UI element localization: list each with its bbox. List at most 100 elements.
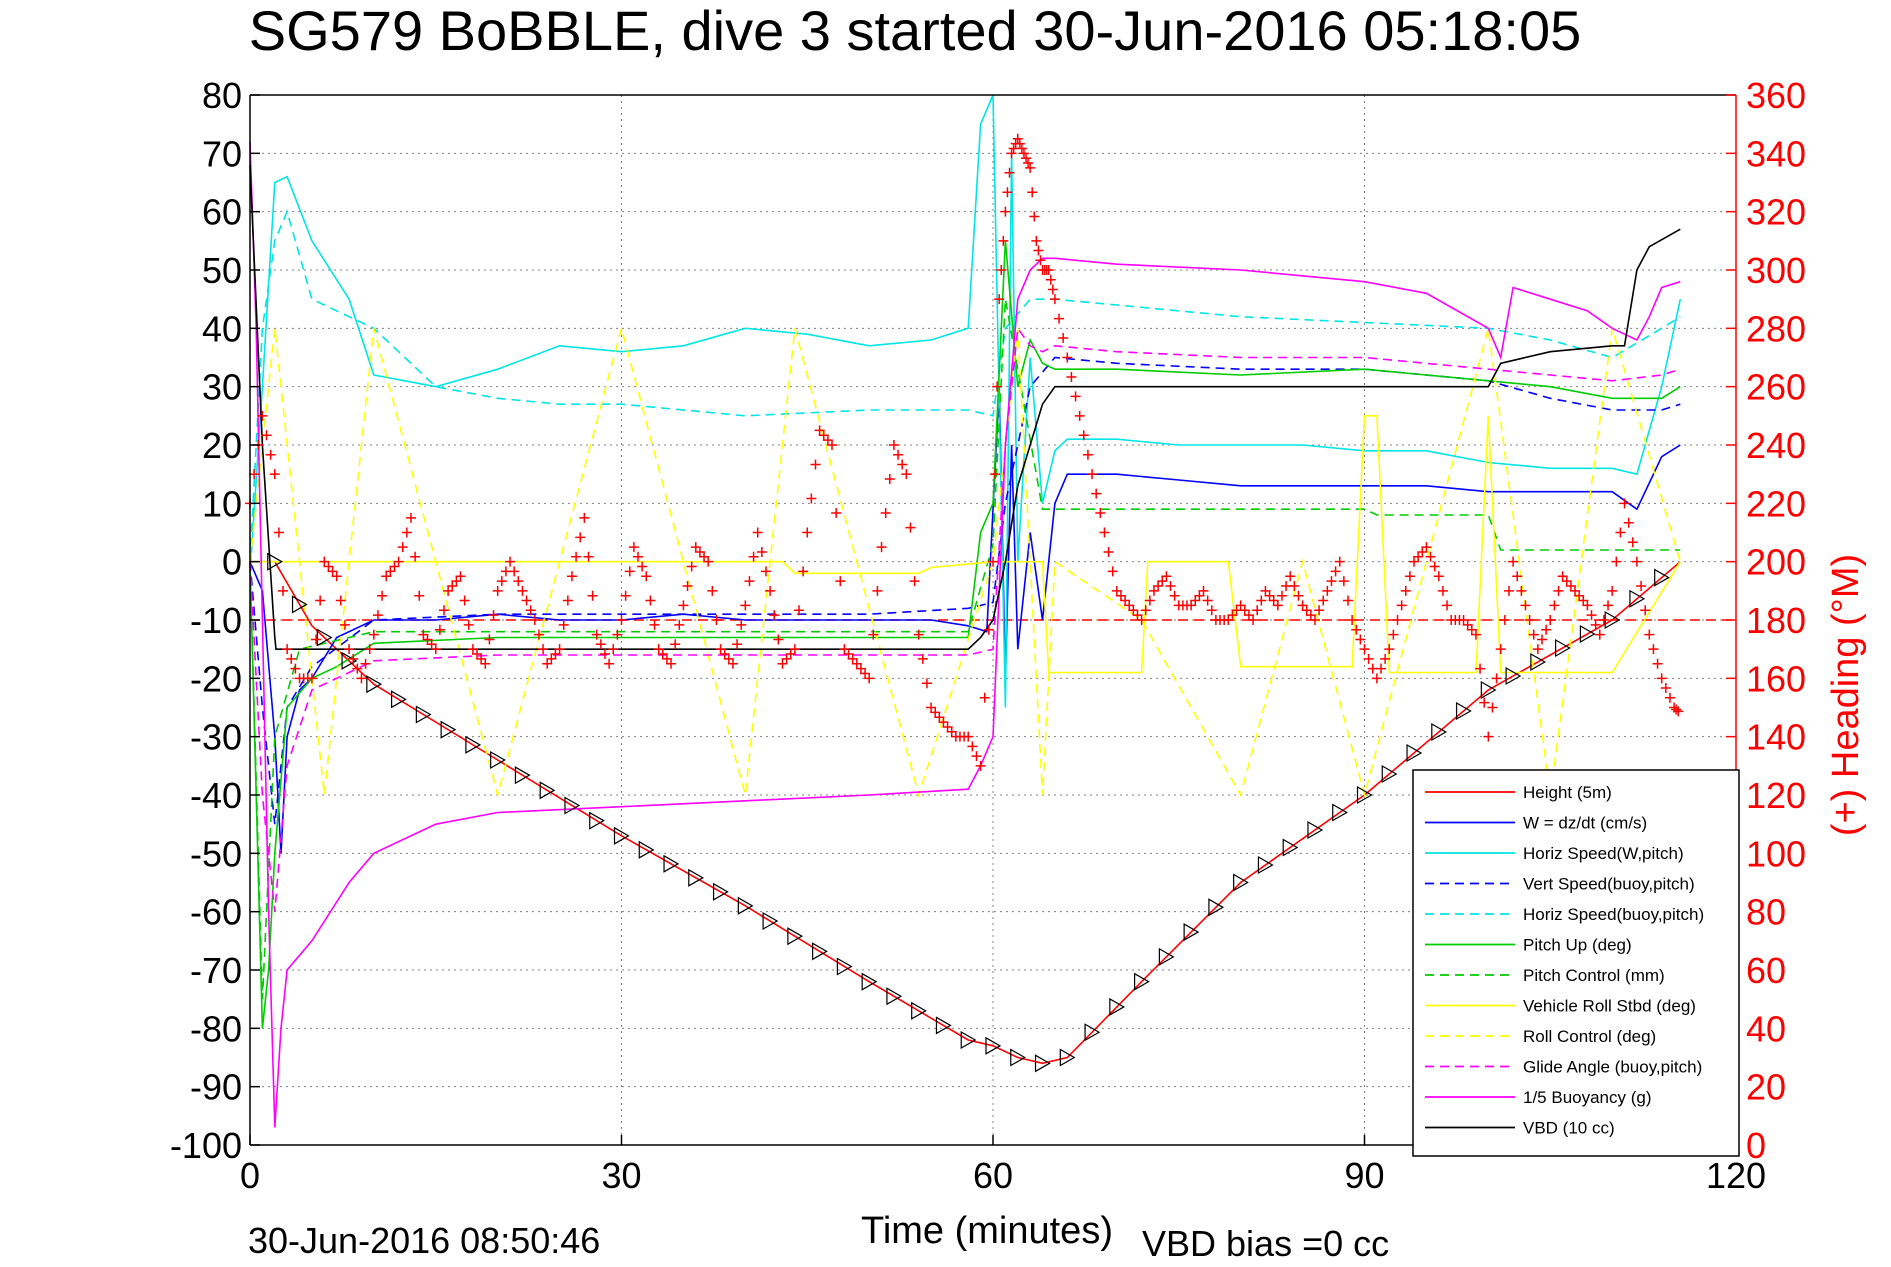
heading-point bbox=[1014, 138, 1025, 149]
heading-point bbox=[273, 527, 284, 538]
heading-point bbox=[1107, 566, 1118, 577]
heading-point bbox=[323, 561, 334, 572]
heading-point bbox=[1363, 653, 1374, 664]
heading-point bbox=[1532, 644, 1543, 655]
heading-point bbox=[1016, 143, 1027, 154]
heading-point bbox=[690, 542, 701, 553]
heading-point bbox=[261, 430, 272, 441]
heading-point bbox=[1590, 619, 1601, 630]
heading-point bbox=[571, 551, 582, 562]
heading-point bbox=[513, 576, 524, 587]
heading-point bbox=[1161, 571, 1172, 582]
heading-point bbox=[467, 644, 478, 655]
height-marker bbox=[589, 811, 605, 830]
y2-tick-label: 360 bbox=[1746, 75, 1806, 116]
heading-point bbox=[1557, 571, 1568, 582]
heading-point bbox=[401, 527, 412, 538]
y-tick-label: 70 bbox=[202, 133, 242, 174]
heading-point bbox=[463, 619, 474, 630]
heading-point bbox=[897, 459, 908, 470]
heading-point bbox=[661, 653, 672, 664]
heading-point bbox=[990, 469, 1001, 480]
heading-point bbox=[389, 561, 400, 572]
heading-point bbox=[538, 644, 549, 655]
height-marker bbox=[1183, 923, 1200, 942]
heading-point bbox=[760, 566, 771, 577]
heading-point bbox=[827, 440, 838, 450]
heading-point bbox=[884, 474, 895, 485]
heading-point bbox=[278, 585, 289, 596]
heading-point bbox=[1623, 517, 1634, 528]
heading-point bbox=[1495, 644, 1506, 655]
height-marker bbox=[960, 1030, 977, 1050]
heading-point bbox=[752, 527, 763, 538]
heading-point bbox=[1272, 600, 1283, 611]
heading-point bbox=[1120, 595, 1131, 606]
height-marker bbox=[1208, 898, 1225, 917]
heading-point bbox=[1342, 595, 1353, 606]
heading-point bbox=[1157, 576, 1168, 587]
height-marker bbox=[836, 957, 853, 976]
heading-point bbox=[550, 649, 561, 660]
heading-point bbox=[1524, 615, 1535, 625]
heading-point bbox=[1359, 644, 1370, 655]
heading-point bbox=[616, 615, 627, 625]
heading-point bbox=[1132, 610, 1143, 621]
heading-point bbox=[1516, 585, 1527, 596]
heading-point bbox=[670, 639, 681, 650]
heading-point bbox=[1384, 644, 1395, 655]
heading-point bbox=[926, 702, 937, 713]
y2-tick-label: 300 bbox=[1746, 250, 1806, 291]
heading-point bbox=[517, 585, 528, 596]
height-marker bbox=[1530, 652, 1547, 672]
height-marker bbox=[465, 735, 482, 754]
legend: Height (5m) W = dz/dt (cm/s) Horiz Speed(W… bbox=[1412, 769, 1740, 1157]
heading-point bbox=[1058, 333, 1069, 344]
heading-point bbox=[1322, 585, 1333, 596]
y-tick-label: 0 bbox=[222, 542, 242, 583]
heading-point bbox=[372, 610, 383, 621]
heading-point bbox=[1031, 235, 1042, 246]
y2-tick-label: 100 bbox=[1746, 833, 1806, 874]
y2-tick-label: 40 bbox=[1746, 1008, 1786, 1049]
y-tick-label: 50 bbox=[202, 250, 242, 291]
heading-point bbox=[335, 595, 346, 606]
heading-point bbox=[1070, 391, 1081, 402]
heading-point bbox=[909, 576, 920, 587]
heading-point bbox=[880, 508, 891, 519]
heading-point bbox=[1421, 542, 1432, 553]
series-line-2 bbox=[249, 94, 1682, 708]
heading-point bbox=[831, 508, 842, 519]
heading-point bbox=[1351, 624, 1362, 635]
heading-point bbox=[740, 600, 751, 611]
heading-point bbox=[269, 469, 280, 480]
heading-point bbox=[703, 556, 714, 567]
heading-point bbox=[942, 721, 953, 732]
heading-point bbox=[727, 658, 738, 669]
x-tick-label: 60 bbox=[973, 1155, 1013, 1196]
heading-point bbox=[624, 566, 635, 577]
heading-point bbox=[306, 673, 317, 684]
heading-point bbox=[1289, 580, 1300, 591]
heading-point bbox=[905, 522, 916, 533]
heading-point bbox=[1508, 556, 1519, 567]
heading-point bbox=[410, 551, 421, 562]
heading-point bbox=[1413, 551, 1424, 562]
heading-point bbox=[381, 571, 392, 582]
heading-point bbox=[1400, 585, 1411, 596]
height-marker bbox=[762, 911, 779, 931]
height-marker bbox=[911, 1001, 927, 1020]
heading-point bbox=[864, 673, 875, 684]
heading-point bbox=[290, 663, 301, 674]
y-tick-label: -50 bbox=[190, 833, 242, 874]
heading-point bbox=[385, 566, 396, 577]
heading-point bbox=[327, 566, 338, 577]
height-marker bbox=[1579, 624, 1596, 644]
heading-point bbox=[480, 658, 491, 669]
height-marker bbox=[1282, 838, 1299, 857]
heading-point bbox=[315, 595, 326, 606]
heading-point bbox=[946, 726, 957, 737]
y2-tick-label: 220 bbox=[1746, 483, 1806, 524]
heading-point bbox=[612, 629, 623, 640]
heading-point bbox=[1066, 371, 1077, 382]
